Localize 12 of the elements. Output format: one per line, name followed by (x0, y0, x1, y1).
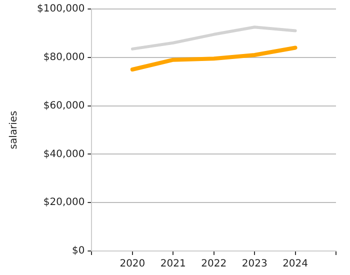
y-axis-title: salaries (8, 110, 20, 150)
x-tick-label: 2023 (242, 258, 268, 270)
y-tick-label: $20,000 (43, 197, 85, 208)
x-tick-label: 2022 (201, 258, 227, 270)
x-tick-label: 2021 (160, 258, 186, 270)
x-tick-label: 2020 (120, 258, 146, 270)
y-tick-label: $100,000 (36, 4, 85, 15)
x-tick-label: 2024 (282, 258, 308, 270)
y-tick-label: $40,000 (43, 148, 85, 160)
y-tick-label: $0 (72, 246, 85, 257)
y-tick-label: $60,000 (43, 100, 85, 112)
y-tick-label: $80,000 (43, 52, 85, 63)
